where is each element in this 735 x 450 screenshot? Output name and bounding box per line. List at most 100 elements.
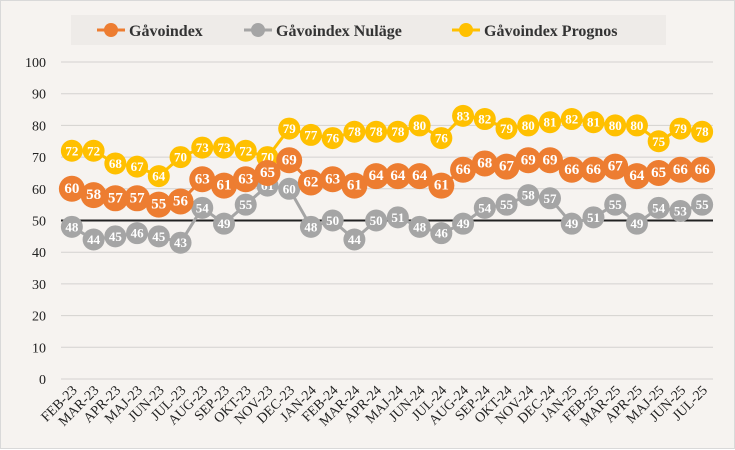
data-label: 57 bbox=[130, 190, 146, 206]
data-point bbox=[343, 120, 366, 143]
data-label: 67 bbox=[608, 159, 624, 175]
data-label: 48 bbox=[413, 219, 427, 234]
y-tick-label: 50 bbox=[32, 215, 46, 230]
data-label: 60 bbox=[283, 181, 296, 196]
data-point bbox=[645, 159, 672, 186]
data-label: 45 bbox=[109, 229, 123, 244]
data-point bbox=[191, 136, 214, 159]
data-label: 75 bbox=[652, 134, 666, 149]
data-point bbox=[147, 165, 170, 188]
data-point bbox=[582, 206, 605, 229]
data-label: 49 bbox=[218, 216, 232, 231]
data-point bbox=[126, 155, 149, 178]
data-label: 55 bbox=[239, 197, 253, 212]
data-label: 55 bbox=[609, 197, 623, 212]
legend-marker-icon bbox=[459, 23, 473, 37]
data-point bbox=[80, 182, 107, 209]
data-point bbox=[102, 185, 129, 212]
data-label: 55 bbox=[500, 197, 514, 212]
data-point bbox=[189, 166, 216, 193]
y-tick-label: 70 bbox=[32, 151, 46, 166]
data-label: 50 bbox=[370, 213, 383, 228]
data-label: 61 bbox=[434, 178, 449, 194]
data-point bbox=[126, 222, 149, 245]
data-label: 45 bbox=[152, 229, 166, 244]
data-point bbox=[517, 114, 540, 137]
data-point bbox=[363, 163, 390, 190]
data-label: 63 bbox=[195, 171, 210, 187]
data-point bbox=[515, 147, 542, 174]
data-label: 65 bbox=[260, 165, 275, 181]
data-point bbox=[647, 196, 670, 219]
data-point bbox=[667, 156, 694, 183]
data-point bbox=[104, 152, 127, 175]
data-point bbox=[104, 225, 127, 248]
data-label: 57 bbox=[544, 191, 558, 206]
data-point bbox=[145, 191, 172, 218]
data-point bbox=[319, 166, 346, 193]
data-label: 79 bbox=[674, 121, 688, 136]
data-label: 72 bbox=[65, 143, 78, 158]
data-point bbox=[169, 146, 192, 169]
data-point bbox=[321, 127, 344, 150]
y-tick-label: 100 bbox=[25, 56, 46, 71]
data-label: 63 bbox=[325, 171, 340, 187]
data-point bbox=[471, 150, 498, 177]
y-tick-label: 20 bbox=[32, 310, 46, 325]
legend-label: Gåvoindex bbox=[129, 23, 203, 40]
data-point bbox=[539, 111, 561, 134]
data-point bbox=[278, 177, 301, 200]
data-label: 76 bbox=[435, 131, 449, 146]
data-label: 64 bbox=[629, 168, 645, 184]
data-point bbox=[386, 206, 409, 229]
data-point bbox=[232, 166, 259, 193]
data-label: 54 bbox=[478, 200, 492, 215]
data-point bbox=[560, 108, 583, 131]
data-point bbox=[452, 104, 475, 127]
data-label: 78 bbox=[696, 124, 710, 139]
data-point bbox=[169, 231, 192, 254]
data-label: 78 bbox=[370, 124, 384, 139]
data-label: 61 bbox=[347, 178, 362, 194]
data-label: 51 bbox=[391, 210, 404, 225]
legend-item: Gåvoindex Nuläge bbox=[244, 23, 402, 40]
data-label: 62 bbox=[303, 174, 318, 190]
y-tick-label: 90 bbox=[32, 88, 46, 103]
data-point bbox=[321, 209, 344, 232]
data-label: 66 bbox=[456, 162, 472, 178]
data-point bbox=[623, 163, 650, 190]
series-g-voindex: 60 58 57 57 55 56 63 61 63 65 69 62 63 61 64 64 64 61 66 68… bbox=[58, 147, 716, 218]
data-label: 53 bbox=[674, 203, 688, 218]
data-label: 68 bbox=[109, 156, 123, 171]
data-point bbox=[213, 136, 235, 159]
data-label: 50 bbox=[326, 213, 339, 228]
data-label: 66 bbox=[673, 162, 689, 178]
data-point bbox=[647, 130, 670, 153]
data-point bbox=[211, 172, 237, 199]
data-point bbox=[560, 212, 583, 235]
data-point bbox=[82, 228, 105, 251]
data-point bbox=[343, 228, 366, 251]
data-label: 82 bbox=[478, 112, 491, 127]
data-point bbox=[276, 147, 303, 174]
data-point bbox=[473, 108, 496, 131]
data-label: 69 bbox=[543, 152, 558, 168]
data-point bbox=[408, 215, 431, 238]
data-label: 43 bbox=[174, 235, 188, 250]
data-point bbox=[582, 111, 605, 134]
data-point bbox=[82, 139, 105, 162]
data-label: 68 bbox=[477, 155, 492, 171]
data-label: 79 bbox=[500, 121, 514, 136]
data-label: 80 bbox=[522, 118, 535, 133]
data-point bbox=[493, 153, 520, 180]
data-label: 57 bbox=[108, 190, 124, 206]
data-point bbox=[341, 172, 368, 199]
legend-item: Gåvoindex bbox=[97, 23, 203, 40]
data-point bbox=[408, 114, 431, 137]
data-label: 69 bbox=[521, 152, 536, 168]
data-point bbox=[473, 196, 496, 219]
data-point bbox=[669, 117, 692, 140]
data-label: 66 bbox=[695, 162, 711, 178]
data-label: 67 bbox=[131, 159, 145, 174]
